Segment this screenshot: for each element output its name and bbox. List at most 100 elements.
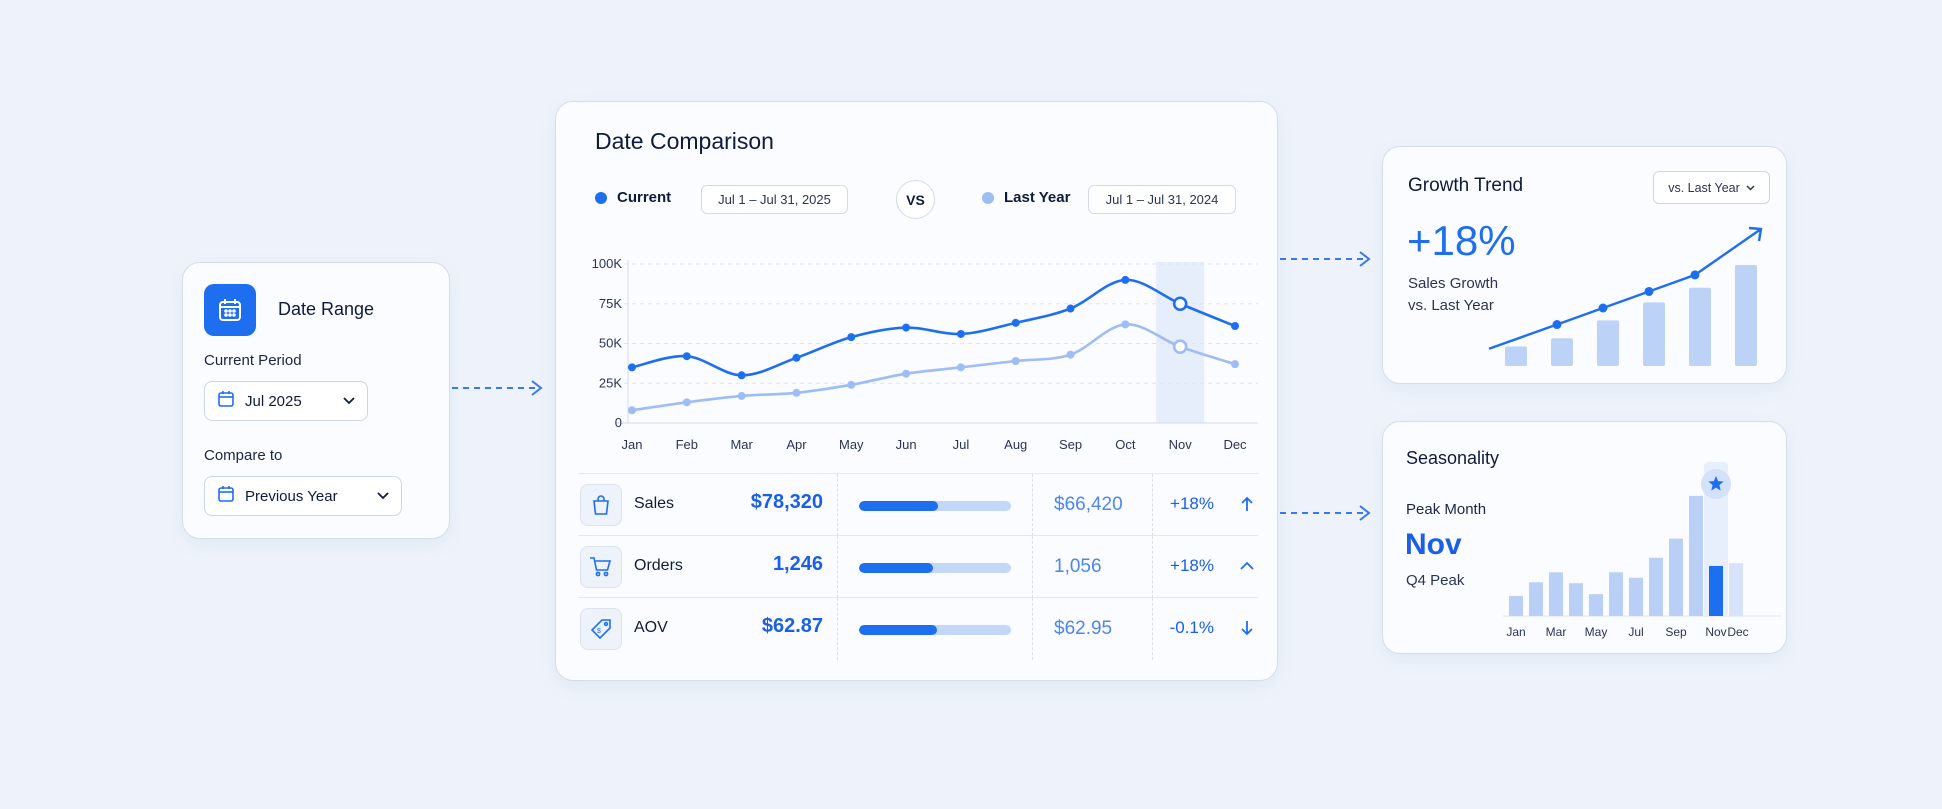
x-tick-label: Sep [1059,437,1082,452]
x-tick-label: Jul [953,437,970,452]
metric-progress-bar [859,563,1011,573]
divider [1032,536,1033,598]
divider [1032,474,1033,536]
data-point [737,371,746,380]
trend-point [1598,303,1608,313]
chevron-down-icon [1746,184,1755,191]
x-tick-label: May [1585,625,1608,639]
x-tick-label: Nov [1169,437,1193,452]
connector-arrow [1280,251,1371,267]
metric-previous-value: $62.95 [1054,618,1113,639]
data-point [1066,304,1075,313]
x-tick-label: Jun [896,437,917,452]
divider [1152,598,1153,660]
x-tick-label: Jan [622,437,643,452]
metric-current-value: $78,320 [750,491,823,513]
star-icon [1708,476,1724,491]
divider [1152,474,1153,536]
connector-arrow [452,380,543,396]
seasonality-bar [1689,495,1703,616]
data-point [1066,350,1075,359]
seasonality-bar [1609,572,1623,616]
data-point [847,380,856,389]
current-period-value: Jul 2025 [245,392,302,410]
trend-point [1690,270,1700,280]
seasonality-title: Seasonality [1406,448,1500,468]
seasonality-bar [1509,595,1523,616]
divider [837,598,838,660]
metric-change: +18% [1170,494,1214,513]
data-point [628,406,636,415]
seasonality-bar [1649,557,1663,616]
growth-bar [1551,338,1573,366]
svg-text:$: $ [597,628,601,635]
compare-to-select[interactable]: Previous Year [204,476,402,516]
last-year-range-pill[interactable]: Jul 1 – Jul 31, 2024 [1088,185,1236,214]
current-period-select[interactable]: Jul 2025 [204,381,368,421]
x-tick-label: Apr [786,437,807,452]
calendar-small-icon [217,485,235,507]
divider [837,536,838,598]
seasonality-bar [1569,583,1583,616]
growth-value: +18% [1407,217,1516,264]
data-point [1231,322,1239,331]
data-point [628,363,636,372]
x-tick-label: Dec [1223,437,1247,452]
growth-bar [1735,264,1757,366]
vs-badge: VS [896,180,935,219]
metric-name: Sales [634,495,675,512]
compare-to-label: Compare to [204,447,283,464]
metric-previous-value: $66,420 [1054,494,1123,515]
metric-progress-bar [859,501,1011,511]
metric-previous-value: 1,056 [1054,556,1102,577]
peak-month-label: Peak Month [1406,501,1487,518]
chevron-down-icon [343,397,355,405]
calendar-icon [204,284,256,336]
metric-progress-fill [859,501,939,511]
growth-bar [1597,320,1619,366]
data-point [902,323,911,332]
seasonality-bar [1549,572,1563,616]
data-point [1121,275,1130,284]
trend-point [1552,320,1562,330]
y-tick-label: 0 [615,415,622,430]
current-range-pill[interactable]: Jul 1 – Jul 31, 2025 [701,185,848,214]
price-tag-icon: $ [580,608,622,650]
x-tick-label: Sep [1665,625,1687,639]
y-tick-label: 50K [599,336,622,351]
legend-dot [982,191,994,204]
data-point [956,329,965,338]
metric-name: Orders [634,557,683,574]
growth-chart [1488,226,1763,366]
chevron-up-icon [1238,556,1256,576]
compare-to-value: Previous Year [245,487,338,505]
line-chart: 0 25K 50K 75K 100K Jan Feb Mar Apr May Jun Jul Aug Se… [592,256,1258,452]
data-point [1121,320,1130,329]
growth-bar [1643,302,1665,366]
data-point [682,398,691,407]
seasonality-bar [1729,563,1743,616]
date-comparison-title: Date Comparison [595,128,774,154]
data-point [902,369,911,378]
y-tick-label: 75K [599,296,622,311]
data-point [1231,360,1239,369]
seasonality-card: Seasonality Peak Month Nov Q4 Peak Jan Ma… [1382,421,1787,654]
y-tick-label: 100K [592,256,623,271]
x-tick-label: Jan [1506,625,1525,639]
growth-bar [1505,346,1527,366]
calendar-small-icon [217,390,235,412]
growth-compare-select[interactable]: vs. Last Year [1653,171,1770,204]
metric-change: +18% [1170,556,1214,575]
x-tick-label: Mar [730,437,753,452]
divider [837,474,838,536]
metric-row: $ AOV $62.87 $62.95 -0.1% [578,597,1258,660]
shopping-bag-icon [580,484,622,526]
data-point [1011,356,1020,365]
metric-progress-fill [859,563,934,573]
metric-row: Orders 1,246 1,056 +18% [578,535,1258,598]
growth-trend-card: Growth Trend vs. Last Year +18% Sales Gr… [1382,146,1787,384]
growth-bar [1689,287,1711,366]
data-point-highlight [1172,339,1188,354]
growth-sub-line1: Sales Growth [1408,275,1499,292]
data-point [682,352,691,361]
